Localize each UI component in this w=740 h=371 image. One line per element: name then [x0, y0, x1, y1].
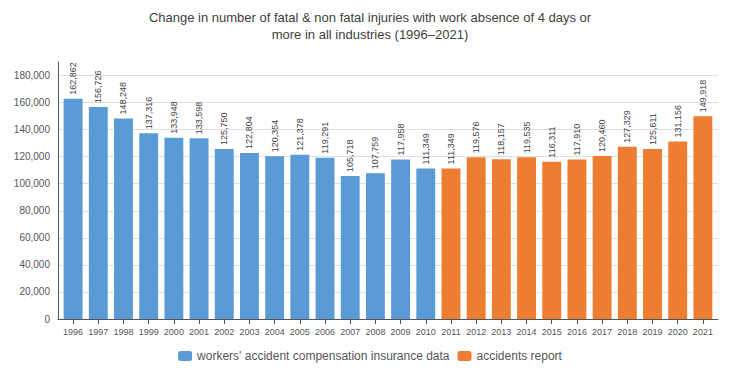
svg-text:119,535: 119,535: [522, 121, 532, 153]
svg-text:60,000: 60,000: [19, 232, 50, 243]
svg-text:2002: 2002: [214, 327, 234, 337]
svg-text:148,248: 148,248: [118, 82, 128, 115]
svg-text:131,156: 131,156: [673, 105, 683, 138]
svg-text:127,329: 127,329: [622, 110, 632, 143]
svg-text:2012: 2012: [466, 327, 486, 337]
svg-text:1999: 1999: [139, 327, 159, 337]
svg-text:0: 0: [44, 314, 50, 325]
svg-text:2009: 2009: [391, 327, 411, 337]
svg-text:140,000: 140,000: [14, 124, 51, 135]
svg-text:2019: 2019: [642, 327, 662, 337]
svg-text:100,000: 100,000: [14, 178, 51, 189]
svg-text:2005: 2005: [290, 327, 310, 337]
svg-text:121,378: 121,378: [295, 118, 305, 151]
svg-text:20,000: 20,000: [19, 286, 50, 297]
svg-text:2001: 2001: [189, 327, 209, 337]
svg-text:125,750: 125,750: [219, 112, 229, 145]
svg-text:149,918: 149,918: [698, 80, 708, 113]
svg-text:2018: 2018: [617, 327, 637, 337]
svg-text:80,000: 80,000: [19, 205, 50, 216]
svg-text:accidents report: accidents report: [477, 349, 563, 363]
svg-text:120,000: 120,000: [14, 151, 51, 162]
svg-text:40,000: 40,000: [19, 259, 50, 270]
svg-text:180,000: 180,000: [14, 70, 51, 81]
svg-text:2021: 2021: [693, 327, 713, 337]
svg-text:160,000: 160,000: [14, 97, 51, 108]
svg-text:2011: 2011: [441, 327, 460, 337]
svg-text:2015: 2015: [542, 327, 562, 337]
svg-text:more in all industries (1996–2: more in all industries (1996–2021): [272, 27, 469, 42]
svg-text:137,316: 137,316: [144, 97, 154, 130]
svg-text:workers' accident compensation: workers' accident compensation insurance…: [196, 349, 450, 363]
svg-text:125,611: 125,611: [648, 113, 658, 145]
svg-text:2007: 2007: [340, 327, 360, 337]
svg-text:2016: 2016: [567, 327, 587, 337]
svg-text:2000: 2000: [164, 327, 184, 337]
svg-text:122,804: 122,804: [244, 116, 254, 149]
svg-text:116,311: 116,311: [547, 126, 557, 157]
svg-text:2004: 2004: [265, 327, 285, 337]
svg-text:Change in number of fatal & no: Change in number of fatal & non fatal in…: [149, 10, 592, 25]
svg-text:133,598: 133,598: [194, 102, 204, 135]
svg-text:156,726: 156,726: [93, 70, 103, 103]
svg-text:2017: 2017: [592, 327, 612, 337]
svg-text:1996: 1996: [63, 327, 83, 337]
svg-text:119,291: 119,291: [320, 122, 330, 154]
svg-text:2013: 2013: [491, 327, 511, 337]
svg-text:2014: 2014: [517, 327, 537, 337]
svg-text:107,759: 107,759: [370, 137, 380, 170]
svg-text:118,157: 118,157: [496, 123, 506, 155]
svg-text:117,910: 117,910: [572, 124, 582, 156]
svg-text:120,354: 120,354: [270, 120, 280, 153]
svg-text:2008: 2008: [365, 327, 385, 337]
svg-text:111,349: 111,349: [421, 133, 431, 164]
svg-text:105,718: 105,718: [345, 139, 355, 172]
svg-text:1997: 1997: [88, 327, 108, 337]
svg-text:133,948: 133,948: [169, 101, 179, 134]
svg-text:2020: 2020: [668, 327, 688, 337]
svg-text:2003: 2003: [239, 327, 259, 337]
svg-text:120,460: 120,460: [597, 120, 607, 153]
svg-text:111,349: 111,349: [446, 133, 456, 164]
svg-text:2010: 2010: [416, 327, 436, 337]
svg-text:2006: 2006: [315, 327, 335, 337]
svg-text:162,862: 162,862: [68, 62, 78, 95]
svg-text:117,958: 117,958: [396, 124, 406, 156]
svg-text:119,576: 119,576: [471, 121, 481, 153]
svg-text:1998: 1998: [113, 327, 133, 337]
